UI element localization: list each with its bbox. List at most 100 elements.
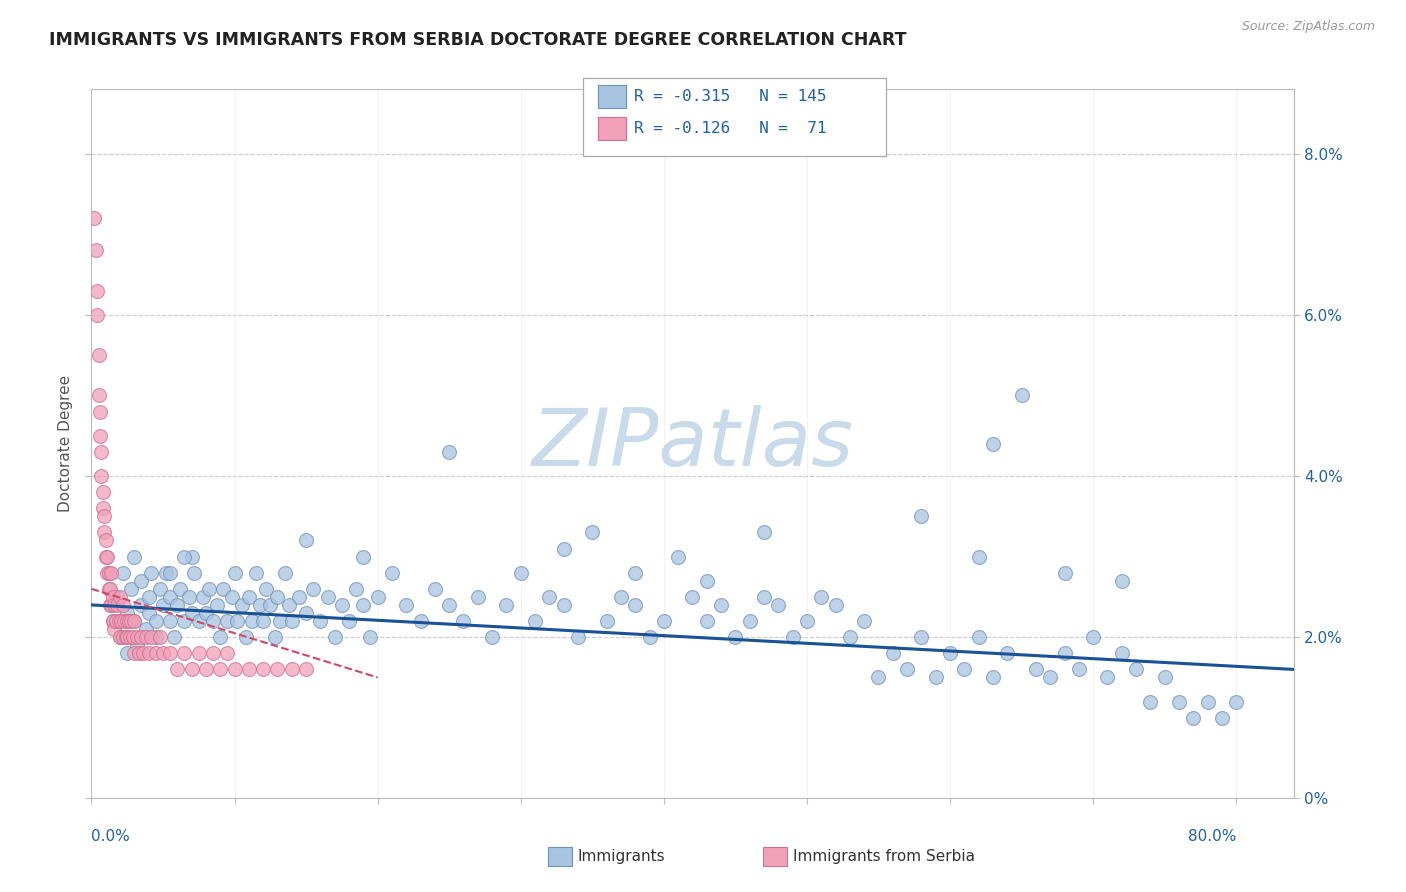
Point [105, 590, 128, 604]
Point [344, 582, 367, 596]
Point [696, 614, 718, 628]
Point [149, 582, 172, 596]
Point [131, 598, 153, 612]
Point [124, 614, 146, 628]
Point [337, 614, 360, 628]
Point [249, 598, 271, 612]
Point [97, 566, 120, 580]
Point [295, 533, 318, 548]
Point [145, 646, 167, 660]
Point [838, 630, 860, 644]
Point [738, 614, 761, 628]
Point [138, 590, 160, 604]
Point [624, 598, 647, 612]
Point [710, 598, 733, 612]
Point [853, 614, 876, 628]
Point [423, 582, 446, 596]
Point [191, 590, 214, 604]
Point [367, 590, 389, 604]
Point [509, 566, 531, 580]
Point [273, 566, 295, 580]
Point [481, 630, 503, 644]
Text: 80.0%: 80.0% [1188, 829, 1236, 844]
Point [724, 630, 747, 644]
Point [104, 614, 127, 628]
Point [238, 590, 260, 604]
Point [152, 598, 174, 612]
Text: Immigrants: Immigrants [578, 849, 665, 863]
Point [180, 549, 202, 564]
Point [910, 509, 932, 524]
Point [967, 630, 990, 644]
Point [103, 598, 125, 612]
Point [235, 630, 257, 644]
Point [118, 630, 141, 644]
Point [108, 630, 131, 644]
Point [187, 614, 209, 628]
Point [135, 630, 157, 644]
Point [359, 630, 381, 644]
Point [159, 590, 181, 604]
Point [624, 566, 647, 580]
Point [288, 590, 311, 604]
Point [495, 598, 517, 612]
Point [1067, 662, 1090, 676]
Point [115, 614, 138, 628]
Point [111, 598, 134, 612]
Point [1025, 662, 1047, 676]
Point [173, 646, 195, 660]
Point [1081, 630, 1104, 644]
Point [782, 630, 804, 644]
Point [138, 606, 160, 620]
Point [194, 662, 217, 676]
Point [238, 662, 260, 676]
Point [1139, 695, 1161, 709]
Text: R = -0.126   N =  71: R = -0.126 N = 71 [634, 121, 827, 136]
Point [115, 630, 138, 644]
Point [112, 614, 135, 628]
Point [309, 614, 332, 628]
Point [995, 646, 1018, 660]
Point [108, 630, 131, 644]
Point [1125, 662, 1147, 676]
Point [107, 614, 129, 628]
Point [101, 614, 124, 628]
Point [101, 614, 124, 628]
Point [1111, 574, 1133, 588]
Point [159, 614, 181, 628]
Point [252, 662, 274, 676]
Point [105, 598, 128, 612]
Point [89, 428, 111, 442]
Point [152, 646, 174, 660]
Point [111, 566, 134, 580]
Point [93, 509, 115, 524]
Point [281, 662, 304, 676]
Point [610, 590, 633, 604]
Point [638, 630, 661, 644]
Point [149, 630, 172, 644]
Point [94, 533, 117, 548]
Point [132, 646, 155, 660]
Point [524, 614, 547, 628]
Point [108, 590, 131, 604]
Point [1011, 388, 1033, 402]
Point [169, 582, 191, 596]
Point [352, 598, 374, 612]
Point [595, 614, 617, 628]
Point [101, 590, 124, 604]
Point [252, 614, 274, 628]
Point [696, 574, 718, 588]
Point [221, 590, 243, 604]
Point [96, 566, 118, 580]
Point [437, 598, 460, 612]
Point [180, 662, 202, 676]
Point [207, 598, 229, 612]
Point [180, 606, 202, 620]
Point [967, 549, 990, 564]
Point [666, 549, 689, 564]
Point [467, 590, 489, 604]
Point [91, 485, 114, 500]
Y-axis label: Doctorate Degree: Doctorate Degree [58, 376, 73, 512]
Point [115, 606, 138, 620]
Point [212, 582, 235, 596]
